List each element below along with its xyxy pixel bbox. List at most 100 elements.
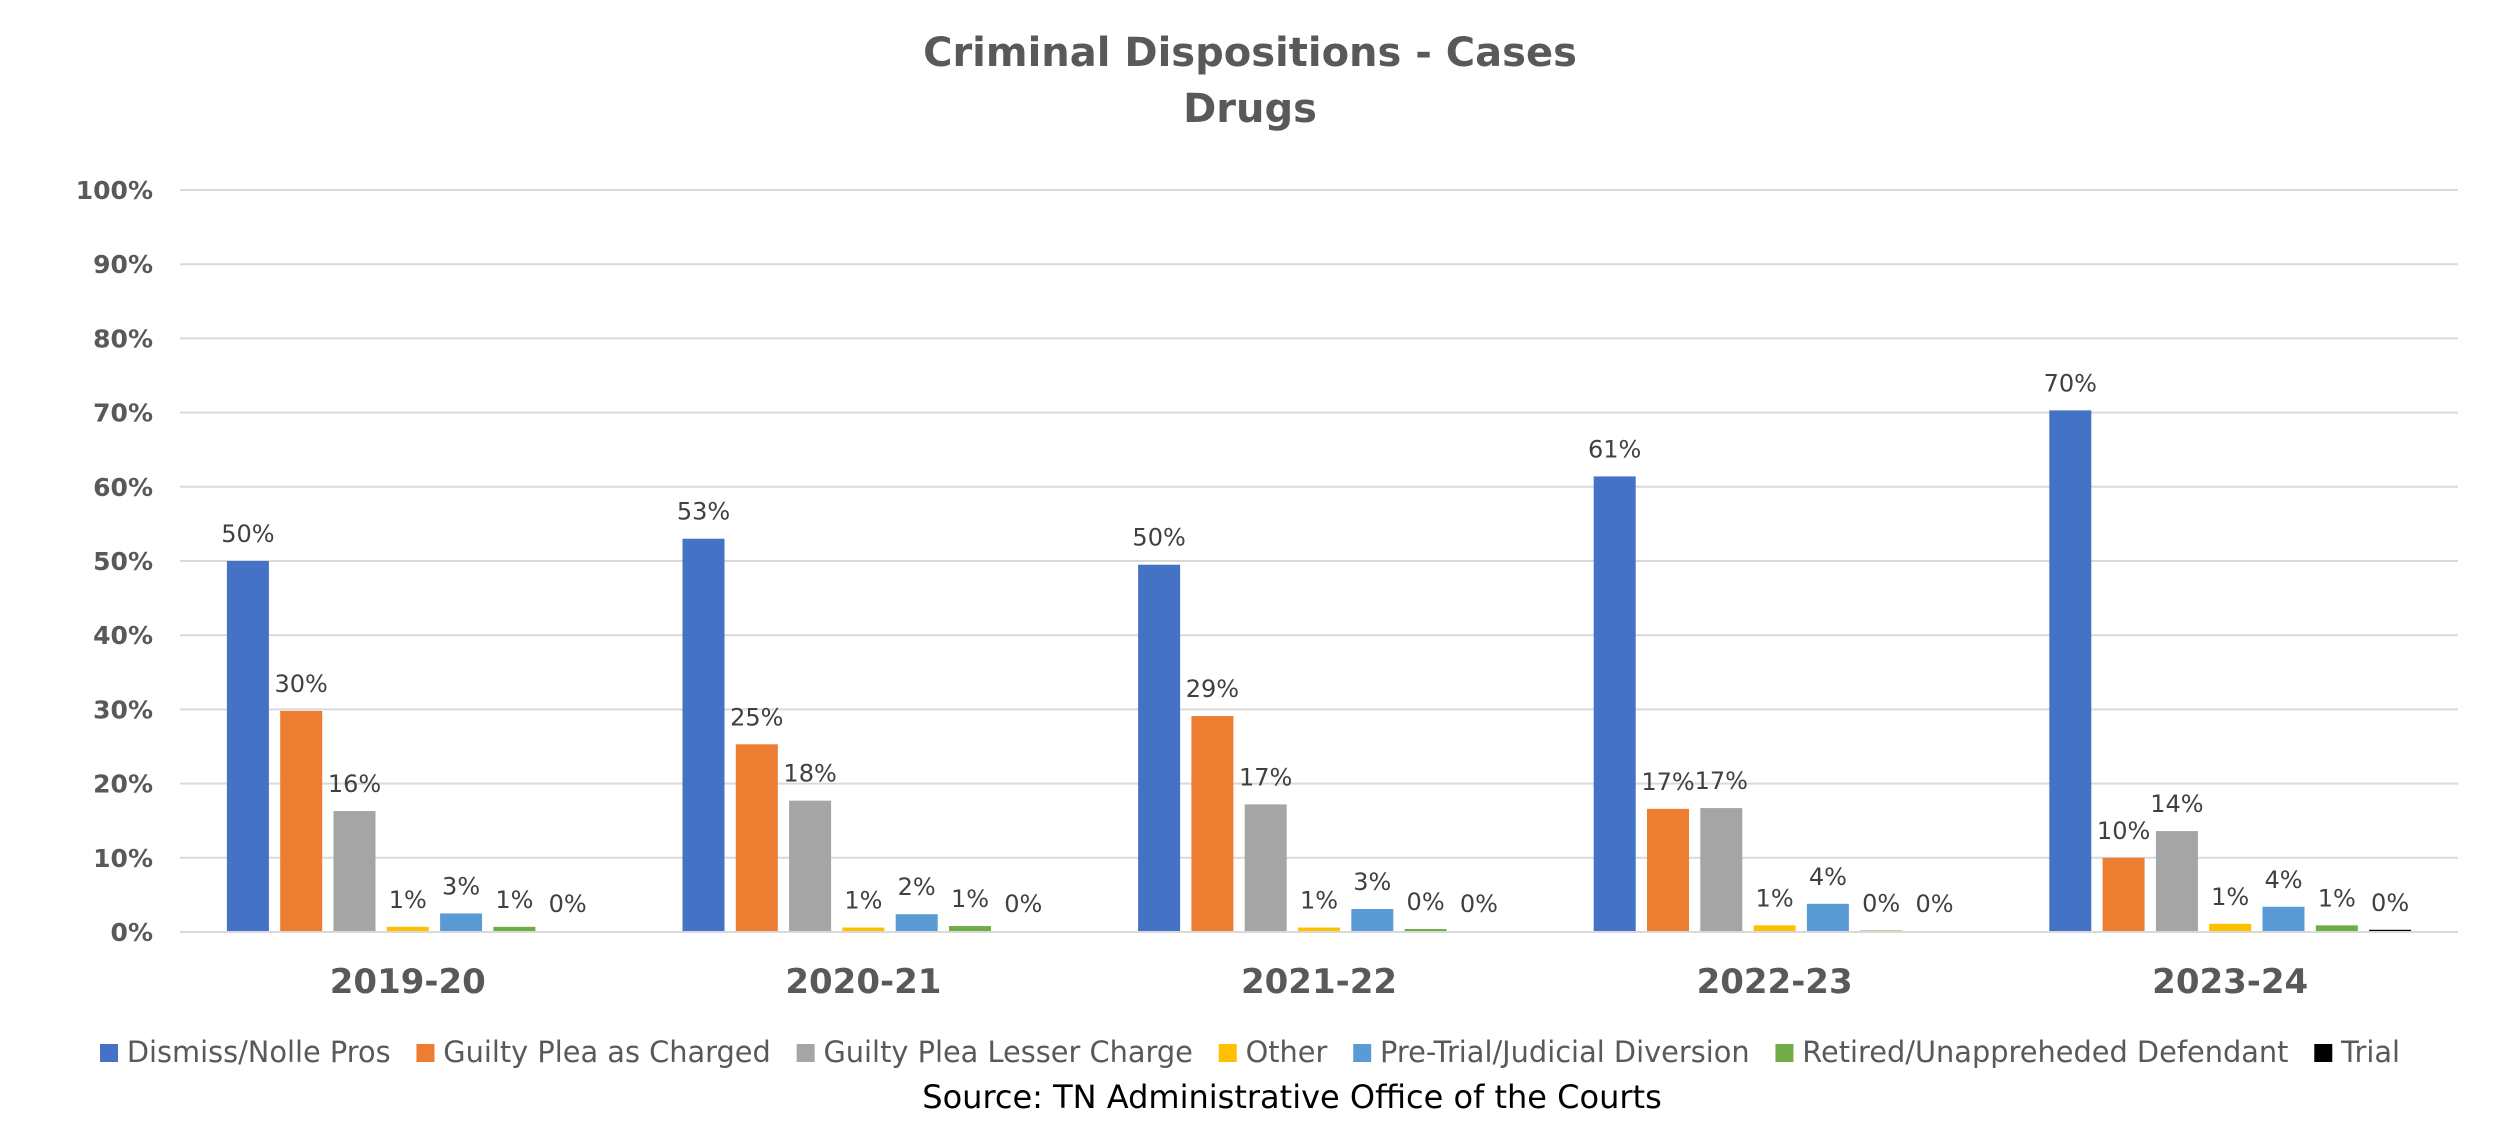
data-label: 29% <box>1186 675 1239 703</box>
x-tick-label: 2019-20 <box>330 962 486 1002</box>
bar <box>1298 927 1340 932</box>
bar <box>2102 857 2145 932</box>
y-tick-label: 30% <box>93 695 153 724</box>
data-label: 70% <box>2044 369 2097 397</box>
y-tick-label: 100% <box>76 176 153 205</box>
x-tick-label: 2023-24 <box>2152 962 2308 1002</box>
data-label: 0% <box>1460 890 1498 918</box>
legend-item: Dismiss/Nolle Pros <box>100 1035 391 1069</box>
data-label: 1% <box>1300 887 1338 915</box>
legend-swatch <box>1353 1044 1372 1062</box>
data-label: 0% <box>1862 890 1900 918</box>
data-label: 1% <box>2211 883 2249 911</box>
data-label: 61% <box>1588 435 1641 463</box>
bar <box>440 913 483 932</box>
bar <box>682 538 725 932</box>
x-tick-label: 2020-21 <box>785 962 941 1002</box>
x-axis-ticks: 2019-20 2020-21 2021-22 2022-23 2023-24 <box>330 962 2308 1002</box>
data-label: 14% <box>2150 790 2203 818</box>
data-label: 0% <box>1004 890 1042 918</box>
data-label: 4% <box>2264 866 2302 894</box>
data-label: 1% <box>1756 884 1794 912</box>
y-tick-label: 60% <box>93 473 153 502</box>
data-label: 50% <box>221 520 274 548</box>
bar <box>2049 410 2092 932</box>
data-label: 0% <box>1915 890 1953 918</box>
bar <box>2315 925 2358 932</box>
legend-swatch <box>100 1044 118 1062</box>
bar <box>280 710 323 932</box>
data-label: 1% <box>495 886 533 914</box>
legend-swatch <box>796 1044 815 1062</box>
legend-item: Pre-Trial/Judicial Diversion <box>1353 1035 1750 1069</box>
legend-label: Other <box>1246 1035 1328 1069</box>
data-label: 18% <box>783 760 836 788</box>
bar <box>386 926 429 932</box>
data-label: 4% <box>1809 863 1847 891</box>
legend-swatch <box>1775 1044 1794 1062</box>
bar <box>1244 804 1287 932</box>
bar <box>949 926 991 932</box>
y-tick-label: 50% <box>93 547 153 576</box>
legend-label: Dismiss/Nolle Pros <box>127 1035 391 1069</box>
y-tick-label: 10% <box>93 844 153 873</box>
data-label: 0% <box>1407 888 1445 916</box>
bar <box>2209 923 2252 932</box>
data-label: 17% <box>1695 767 1748 795</box>
legend-label: Guilty Plea as Charged <box>443 1035 771 1069</box>
legend-swatch <box>2314 1044 2333 1062</box>
bar <box>1191 716 1234 932</box>
bar <box>2155 831 2198 932</box>
x-tick-label: 2021-22 <box>1241 962 1397 1002</box>
bar <box>1647 808 1689 932</box>
bar <box>895 914 938 932</box>
legend-label: Trial <box>2340 1035 2400 1069</box>
bar <box>2262 906 2305 932</box>
data-label: 17% <box>1641 768 1694 796</box>
legend-item: Guilty Plea Lesser Charge <box>796 1035 1193 1069</box>
data-label: 0% <box>549 890 587 918</box>
legend-item: Guilty Plea as Charged <box>416 1035 771 1069</box>
data-label: 16% <box>328 770 381 798</box>
bar <box>735 744 778 932</box>
y-tick-label: 80% <box>93 324 153 353</box>
source-note: Source: TN Administrative Office of the … <box>922 1078 1661 1116</box>
data-label: 10% <box>2097 817 2150 845</box>
y-axis-ticks: 0% 10% 20% 30% 40% 50% 60% 70% 80% 90% 100% <box>76 176 153 947</box>
bar <box>2369 929 2412 932</box>
y-tick-label: 40% <box>93 621 153 650</box>
data-label: 2% <box>898 873 936 901</box>
data-label: 30% <box>275 670 328 698</box>
y-tick-label: 0% <box>111 918 153 947</box>
bars <box>226 410 2412 932</box>
gridlines <box>180 189 2458 859</box>
legend-item: Retired/Unappreheded Defendant <box>1775 1035 2288 1069</box>
data-label: 25% <box>730 703 783 731</box>
data-label: 3% <box>1353 868 1391 896</box>
bar <box>1351 908 1394 932</box>
bar <box>1404 929 1447 932</box>
legend-swatch <box>1218 1044 1237 1062</box>
data-label: 1% <box>2318 884 2356 912</box>
y-tick-label: 90% <box>93 250 153 279</box>
bar <box>1700 808 1743 932</box>
legend: Dismiss/Nolle Pros Guilty Plea as Charged… <box>100 1035 2400 1069</box>
bar <box>226 561 269 932</box>
data-label: 53% <box>677 498 730 526</box>
bar <box>493 926 536 932</box>
data-label: 1% <box>951 885 989 913</box>
x-tick-label: 2022-23 <box>1697 962 1853 1002</box>
data-label: 3% <box>442 872 480 900</box>
legend-item: Trial <box>2314 1035 2400 1069</box>
bar <box>1806 903 1849 932</box>
bar <box>333 811 376 932</box>
chart-subtitle: Drugs <box>1183 86 1317 132</box>
bar <box>1753 925 1796 932</box>
data-label: 1% <box>844 887 882 915</box>
legend-label: Guilty Plea Lesser Charge <box>823 1035 1192 1069</box>
bar <box>1138 564 1181 932</box>
legend-label: Pre-Trial/Judicial Diversion <box>1380 1035 1750 1069</box>
data-labels: 50% 53% 50% 61% 70% 30% 25% 29% 17% 10% 16% 18% 17% 1… <box>221 369 2409 918</box>
data-label: 50% <box>1132 524 1185 552</box>
